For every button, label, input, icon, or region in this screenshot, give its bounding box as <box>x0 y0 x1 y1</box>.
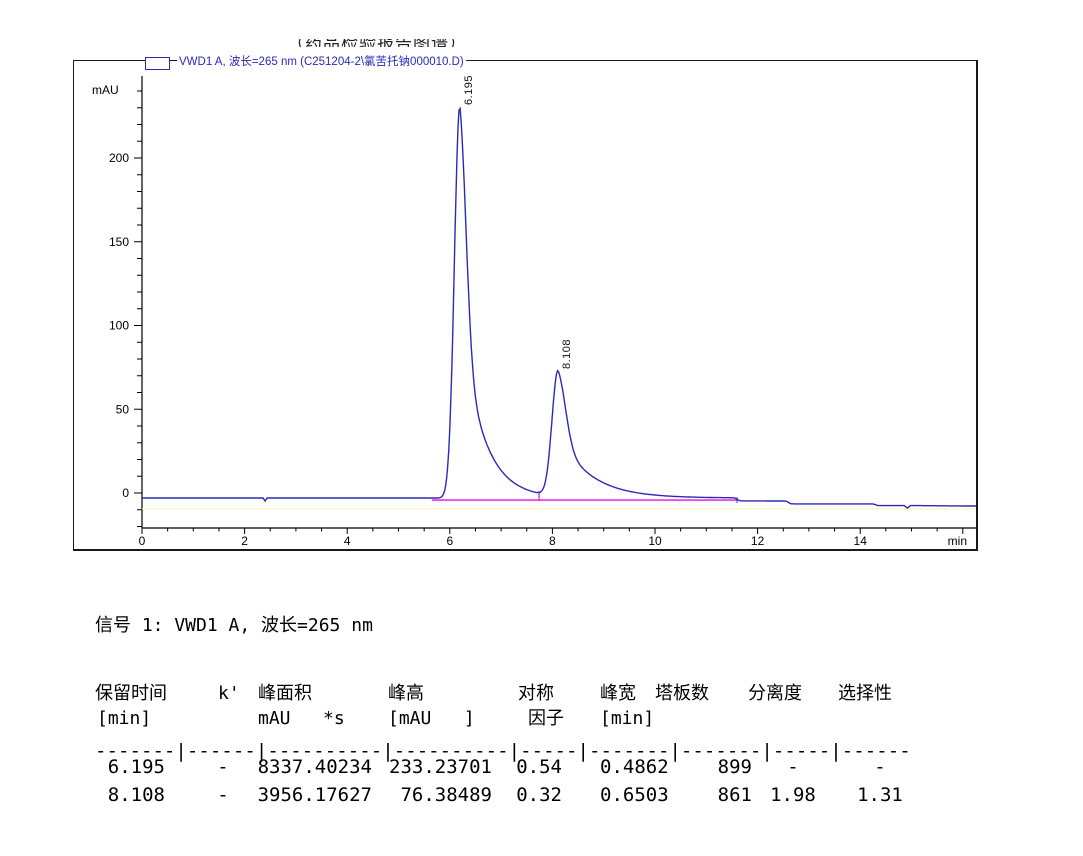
cell-plates: 899 <box>717 756 752 778</box>
cell-symmetry: 0.32 <box>516 784 562 806</box>
cell-symmetry: 0.54 <box>516 756 562 778</box>
x-tick-label: 0 <box>139 534 146 548</box>
unit-area: mAU *s <box>258 708 345 729</box>
chromatogram-frame: 0 50 100 150 200 0 2 4 6 8 10 12 14 min VWD1 A, 波长=26… <box>73 56 978 551</box>
x-tick-label: 6 <box>446 534 453 548</box>
cell-selectivity: 1.31 <box>857 784 903 806</box>
col-header-height: 峰高 <box>388 683 424 704</box>
table-row: 8.108 - 3956.17627 76.38489 0.32 0.6503 … <box>0 784 1083 808</box>
cell-area: 8337.40234 <box>257 756 372 778</box>
y-tick-label: 0 <box>122 486 129 500</box>
col-header-symmetry: 对称 <box>518 683 554 704</box>
col-header-area: 峰面积 <box>258 683 312 704</box>
table-row: 6.195 - 8337.40234 233.23701 0.54 0.4862… <box>0 756 1083 780</box>
col-header-selectivity: 选择性 <box>838 683 892 704</box>
clipped-report-title-text: （药品检验报告图谱） <box>287 39 463 47</box>
cell-plates: 861 <box>717 784 752 806</box>
x-tick-label: 10 <box>648 534 662 548</box>
legend-swatch <box>145 57 170 70</box>
clipped-report-title: （药品检验报告图谱） <box>287 39 463 47</box>
unit-height: [mAU ] <box>388 708 475 729</box>
y-tick-label: 100 <box>109 319 129 333</box>
cell-width: 0.6503 <box>600 784 669 806</box>
x-tick-label: 14 <box>854 534 868 548</box>
col-header-retention-time: 保留时间 <box>95 683 167 704</box>
x-tick-label: 8 <box>549 534 556 548</box>
unit-symmetry: 因子 <box>528 708 564 729</box>
chromatogram-plot: 0 50 100 150 200 0 2 4 6 8 10 12 14 min <box>109 76 976 548</box>
y-axis-unit-label: mAU <box>92 83 119 97</box>
cell-rt: 6.195 <box>107 756 165 778</box>
col-header-width: 峰宽 <box>600 683 636 704</box>
x-tick-label: 12 <box>751 534 765 548</box>
cell-resolution: - <box>787 756 799 778</box>
y-tick-label: 50 <box>116 402 130 416</box>
signal-trace <box>142 106 976 510</box>
cell-rt: 8.108 <box>107 784 165 806</box>
signal-header: 信号 1: VWD1 A, 波长=265 nm <box>95 615 373 636</box>
table-separator: -------|------|----------|----------|---… <box>95 740 911 762</box>
unit-width: [min] <box>600 708 655 729</box>
cell-k: - <box>217 784 229 806</box>
cell-height: 233.23701 <box>389 756 492 778</box>
cell-resolution: 1.98 <box>770 784 816 806</box>
cell-height: 76.38489 <box>400 784 492 806</box>
x-tick-label: 2 <box>241 534 248 548</box>
peak-label-1: 6.195 <box>463 74 475 105</box>
y-tick-label: 150 <box>109 235 129 249</box>
col-header-k: k' <box>218 683 240 704</box>
cell-area: 3956.17627 <box>257 784 372 806</box>
cell-width: 0.4862 <box>600 756 669 778</box>
col-header-plates: 塔板数 <box>655 683 709 704</box>
cell-k: - <box>217 756 229 778</box>
legend-label: VWD1 A, 波长=265 nm (C251204-2\氯苦托钠000010.… <box>177 56 466 69</box>
cell-selectivity: - <box>874 756 886 778</box>
x-axis-unit-label: min <box>948 534 967 548</box>
y-tick-label: 200 <box>109 151 129 165</box>
unit-retention-time: [min] <box>97 708 152 729</box>
x-tick-label: 4 <box>344 534 351 548</box>
col-header-resolution: 分离度 <box>748 683 802 704</box>
peak-label-2: 8.108 <box>561 338 573 369</box>
